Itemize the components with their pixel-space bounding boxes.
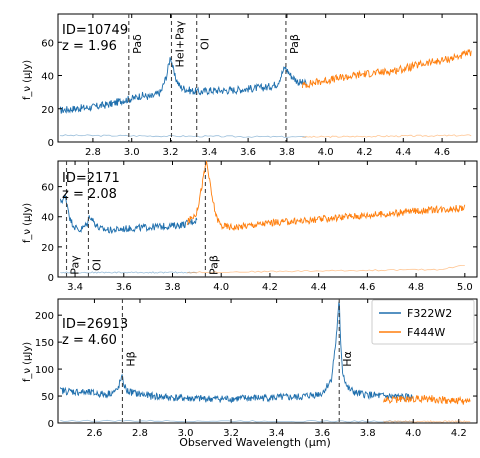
y-tick-label: 0 — [48, 419, 54, 430]
y-tick-label: 40 — [41, 72, 54, 83]
x-tick-label: 5.0 — [457, 282, 473, 293]
redshift-label: z = 2.08 — [62, 187, 117, 202]
redshift-label: z = 1.96 — [62, 39, 117, 54]
x-tick-label: 3.4 — [269, 428, 285, 439]
error-trace-f444 — [302, 134, 472, 138]
x-tick-label: 2.8 — [132, 428, 148, 439]
y-axis-label: f_ν (μJy) — [22, 60, 33, 100]
spectrum-f322 — [59, 301, 414, 404]
spectrum-f444 — [301, 49, 472, 89]
x-tick-label: 2.6 — [86, 428, 102, 439]
panel-id-26913: f_ν (μJy) Observed Wavelength (μm) Hβ Hα 2… — [22, 298, 478, 449]
x-tick-label: 4.0 — [405, 428, 421, 439]
spectrum-f444 — [383, 394, 471, 405]
axes-frame — [57, 160, 478, 278]
id-label: ID=10749 — [62, 23, 128, 38]
x-tick-label: 3.6 — [314, 428, 330, 439]
x-tick-label: 4.2 — [451, 428, 467, 439]
spectrum-f322 — [59, 57, 307, 114]
x-tick-label: 4.2 — [262, 282, 278, 293]
y-axis-label: f_ν (μJy) — [22, 203, 33, 243]
x-tick-label: 3.0 — [124, 147, 140, 158]
legend-box — [371, 299, 475, 345]
emission-line-label: Hβ — [124, 351, 137, 366]
x-tick-label: 4.4 — [311, 282, 327, 293]
x-tick-label: 3.6 — [116, 282, 132, 293]
x-tick-label: 2.8 — [85, 147, 101, 158]
x-tick-label: 3.8 — [279, 147, 295, 158]
y-tick-label: 20 — [41, 105, 54, 116]
id-label: ID=2171 — [62, 171, 120, 186]
emission-line-label: Hα — [341, 351, 354, 367]
spectrum-f444 — [186, 160, 466, 231]
spectrum-f322 — [59, 194, 198, 234]
emission-line-label: Paβ — [207, 255, 220, 275]
x-tick-label: 4.0 — [318, 147, 334, 158]
error-trace-f444 — [187, 264, 465, 274]
y-tick-label: 0 — [48, 273, 54, 284]
x-tick-label: 3.8 — [360, 428, 376, 439]
y-tick-label: 60 — [41, 38, 54, 49]
emission-line-label: OI — [199, 38, 212, 50]
y-tick-label: 20 — [41, 243, 54, 254]
x-tick-label: 4.4 — [395, 147, 411, 158]
panel-id-10749: f_ν (μJy) Paδ HeI+Paγ OI Paβ 2.8 3.0 3.2 3.4 3.6… — [22, 13, 478, 158]
legend-label-f444: F444W — [407, 326, 445, 339]
emission-line-label: Paβ — [288, 34, 301, 54]
x-tick-label: 3.4 — [201, 147, 217, 158]
x-tick-label: 4.2 — [357, 147, 373, 158]
x-tick-label: 4.8 — [408, 282, 424, 293]
emission-line-label: HeI+Paγ — [173, 20, 186, 67]
y-tick-label: 0 — [48, 138, 54, 149]
x-axis-label: Observed Wavelength (μm) — [179, 436, 330, 449]
error-trace-f322 — [60, 271, 198, 274]
axes-frame — [57, 13, 478, 143]
x-tick-label: 3.2 — [223, 428, 239, 439]
x-tick-label: 4.0 — [213, 282, 229, 293]
redshift-label: z = 4.60 — [62, 333, 117, 348]
y-tick-label: 150 — [35, 338, 54, 349]
y-tick-label: 60 — [41, 183, 54, 194]
x-tick-label: 3.4 — [67, 282, 83, 293]
emission-line-label: OI — [90, 259, 103, 271]
error-trace-f322 — [59, 134, 307, 138]
x-tick-label: 3.6 — [240, 147, 256, 158]
emission-line-label: Paδ — [131, 34, 144, 54]
x-tick-label: 4.6 — [359, 282, 375, 293]
x-tick-label: 3.8 — [165, 282, 181, 293]
emission-line-label: Paγ — [69, 255, 82, 275]
panel-id-2171: f_ν (μJy) Paγ OI Paβ 3.4 3.6 3.8 4.0 4.2 4.4 4.6 4… — [22, 160, 478, 293]
y-tick-label: 50 — [41, 392, 54, 403]
x-tick-label: 4.6 — [434, 147, 450, 158]
y-axis-label: f_ν (μJy) — [22, 342, 33, 382]
x-tick-label: 3.0 — [178, 428, 194, 439]
y-tick-label: 40 — [41, 213, 54, 224]
id-label: ID=26913 — [62, 317, 128, 332]
legend-label-f322: F322W2 — [407, 307, 452, 320]
y-tick-label: 100 — [35, 365, 54, 376]
axes-frame — [57, 298, 478, 424]
y-tick-label: 200 — [35, 311, 54, 322]
error-trace-f444 — [383, 420, 471, 423]
error-trace-f322 — [60, 419, 414, 423]
x-tick-label: 3.2 — [163, 147, 179, 158]
legend: F322W2 F444W — [371, 299, 475, 345]
